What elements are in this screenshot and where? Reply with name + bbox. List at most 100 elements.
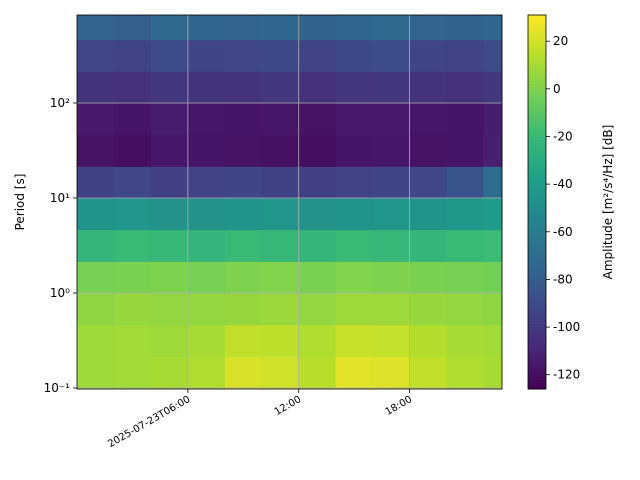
colorbar-segment bbox=[528, 317, 546, 321]
heatmap-cell bbox=[224, 356, 263, 390]
colorbar-segment bbox=[528, 155, 546, 159]
heatmap-cell bbox=[113, 102, 152, 136]
heatmap-cell bbox=[150, 166, 189, 199]
colorbar-segment bbox=[528, 354, 546, 359]
heatmap-cell bbox=[77, 71, 115, 104]
heatmap-cell bbox=[113, 292, 152, 326]
heatmap-cell bbox=[77, 39, 115, 72]
colorbar-segment bbox=[528, 24, 546, 28]
heatmap-cell bbox=[224, 166, 263, 199]
heatmap-cell bbox=[409, 261, 448, 294]
colorbar-segment bbox=[528, 167, 546, 172]
heatmap-cell bbox=[446, 356, 485, 390]
heatmap-cell bbox=[187, 102, 226, 136]
colorbar-segment bbox=[528, 283, 546, 287]
colorbar-segment bbox=[528, 189, 546, 194]
heatmap-cell bbox=[483, 197, 503, 231]
heatmap-cell bbox=[446, 166, 485, 199]
heatmap-cell bbox=[77, 292, 115, 326]
y-tick-label: 10¹ bbox=[50, 191, 70, 205]
heatmap-cell bbox=[483, 324, 503, 357]
colorbar-segment bbox=[528, 329, 546, 334]
colorbar-segment bbox=[528, 336, 546, 340]
colorbar-segment bbox=[528, 226, 546, 231]
heatmap-cell bbox=[224, 292, 263, 326]
colorbar-segment bbox=[528, 133, 546, 138]
heatmap-cell bbox=[335, 356, 374, 390]
colorbar-segment bbox=[528, 46, 546, 50]
heatmap-cell bbox=[261, 229, 300, 262]
colorbar-segment bbox=[528, 339, 546, 343]
colorbar-segment bbox=[528, 376, 546, 381]
heatmap-cell bbox=[446, 71, 485, 104]
heatmap-cell bbox=[261, 324, 300, 357]
heatmap-cell bbox=[483, 15, 503, 41]
heatmap-cell bbox=[187, 71, 226, 104]
heatmap-cell bbox=[298, 261, 337, 294]
heatmap-cell bbox=[372, 166, 411, 199]
heatmap-cell bbox=[372, 324, 411, 357]
heatmap-cell bbox=[483, 356, 503, 390]
colorbar-segment bbox=[528, 158, 546, 162]
colorbar-segment bbox=[528, 30, 546, 35]
heatmap-cell bbox=[298, 15, 337, 41]
heatmap-cell bbox=[483, 292, 503, 326]
x-tick-label: 12:00 bbox=[273, 394, 303, 418]
colorbar-segment bbox=[528, 96, 546, 100]
heatmap-cell bbox=[372, 356, 411, 390]
heatmap-cell bbox=[77, 15, 115, 41]
colorbar-segment bbox=[528, 120, 546, 125]
heatmap-cell bbox=[150, 134, 189, 167]
heatmap-cell bbox=[298, 197, 337, 231]
colorbar-segment bbox=[528, 80, 546, 85]
colorbar-segment bbox=[528, 152, 546, 156]
heatmap-cell bbox=[261, 292, 300, 326]
colorbar-segment bbox=[528, 382, 546, 387]
heatmap-cell bbox=[77, 134, 115, 167]
heatmap-cell bbox=[298, 71, 337, 104]
heatmap-cell bbox=[298, 134, 337, 167]
heatmap-cell bbox=[298, 166, 337, 199]
colorbar-segment bbox=[528, 130, 546, 134]
heatmap-cell bbox=[298, 102, 337, 136]
colorbar-segment bbox=[528, 314, 546, 318]
colorbar-tick-label: -60 bbox=[553, 225, 573, 239]
colorbar-segment bbox=[528, 292, 546, 296]
heatmap-cell bbox=[298, 229, 337, 262]
heatmap-cell bbox=[372, 134, 411, 167]
heatmap-cell bbox=[77, 166, 115, 199]
heatmap-cell bbox=[261, 71, 300, 104]
colorbar-segment bbox=[528, 18, 546, 22]
heatmap-cell bbox=[261, 39, 300, 72]
colorbar-segment bbox=[528, 195, 546, 200]
colorbar-segment bbox=[528, 264, 546, 268]
colorbar-segment bbox=[528, 348, 546, 353]
plot-frame bbox=[76, 14, 503, 390]
heatmap-cell bbox=[113, 324, 152, 357]
colorbar-segment bbox=[528, 245, 546, 250]
colorbar-segment bbox=[528, 373, 546, 378]
colorbar-segment bbox=[528, 139, 546, 144]
heatmap-cell bbox=[187, 134, 226, 167]
colorbar-segment bbox=[528, 77, 546, 81]
colorbar-segment bbox=[528, 367, 546, 371]
heatmap-cell bbox=[335, 166, 374, 199]
heatmap-cell bbox=[187, 324, 226, 357]
heatmap-cell bbox=[372, 39, 411, 72]
heatmap-cell bbox=[150, 71, 189, 104]
y-axis-label: Period [s] bbox=[13, 174, 27, 231]
colorbar-segment bbox=[528, 230, 546, 234]
heatmap-cell bbox=[77, 261, 115, 294]
colorbar-segment bbox=[528, 92, 546, 97]
heatmap-cell bbox=[409, 197, 448, 231]
heatmap-cell bbox=[446, 261, 485, 294]
heatmap-cell bbox=[224, 324, 263, 357]
heatmap-cell bbox=[446, 292, 485, 326]
colorbar-segment bbox=[528, 332, 546, 337]
heatmap-cell bbox=[113, 166, 152, 199]
colorbar-segment bbox=[528, 142, 546, 147]
colorbar-segment bbox=[528, 273, 546, 278]
heatmap-cell bbox=[483, 134, 503, 167]
heatmap-cell bbox=[372, 229, 411, 262]
